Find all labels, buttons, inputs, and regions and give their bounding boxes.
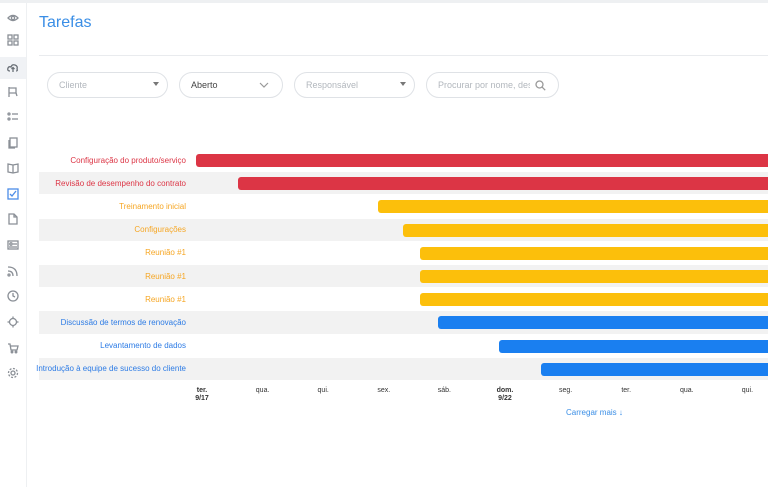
task-label[interactable]: Introdução à equipe de sucesso do client…	[36, 364, 186, 374]
gantt-row: Configuração do produto/serviço	[39, 149, 768, 173]
list-icon[interactable]	[6, 110, 20, 124]
search-placeholder: Procurar por nome, descr	[438, 80, 530, 90]
task-label[interactable]: Revisão de desempenho do contrato	[55, 178, 186, 188]
cloud-upload-icon[interactable]	[0, 57, 26, 79]
dashboard-icon[interactable]	[6, 33, 20, 47]
gantt-row: Treinamento inicial	[39, 195, 768, 219]
header-divider	[39, 55, 768, 56]
caret-down-icon	[400, 82, 406, 86]
task-label[interactable]: Configurações	[134, 225, 186, 235]
axis-tick-label: sáb.	[437, 387, 452, 394]
axis-tick-label: ter.	[621, 387, 632, 394]
axis-tick-label: seg.	[558, 387, 573, 394]
pages-icon[interactable]	[6, 136, 20, 150]
gantt-row: Configurações	[39, 218, 768, 242]
gantt-row: Levantamento de dados	[39, 335, 768, 358]
chevron-down-icon	[259, 80, 269, 90]
task-label[interactable]: Levantamento de dados	[100, 341, 186, 351]
status-filter-value: Aberto	[191, 80, 218, 90]
client-filter-select[interactable]: Cliente	[47, 72, 168, 98]
gantt-row: Reunião #1	[39, 264, 768, 289]
task-label[interactable]: Reunião #1	[145, 294, 186, 304]
target-icon[interactable]	[6, 315, 20, 329]
gantt-row: Revisão de desempenho do contrato	[39, 172, 768, 196]
gear-icon[interactable]	[6, 366, 20, 380]
caret-down-icon	[153, 82, 159, 86]
task-bar[interactable]	[541, 362, 768, 376]
top-border	[0, 0, 768, 3]
task-bar[interactable]	[377, 200, 768, 214]
task-bar[interactable]	[438, 316, 768, 330]
task-bar[interactable]	[403, 223, 768, 237]
task-bar[interactable]	[499, 339, 768, 353]
rss-icon[interactable]	[6, 264, 20, 278]
client-filter-placeholder: Cliente	[59, 80, 88, 90]
file-icon[interactable]	[6, 212, 20, 226]
task-label[interactable]: Configuração do produto/serviço	[70, 155, 186, 165]
flag-icon[interactable]	[6, 85, 20, 99]
axis-tick-label: qui.	[741, 387, 754, 394]
search-icon[interactable]	[535, 80, 546, 91]
id-card-icon[interactable]	[6, 238, 20, 252]
axis-tick-label: dom. 9/22	[496, 387, 514, 402]
task-bar[interactable]	[420, 293, 768, 307]
task-label[interactable]: Discussão de termos de renovação	[60, 317, 186, 327]
responsible-filter-placeholder: Responsável	[306, 80, 359, 90]
search-input[interactable]: Procurar por nome, descr	[426, 72, 559, 98]
page-title: Tarefas	[39, 14, 92, 31]
cart-icon[interactable]	[6, 341, 20, 355]
gantt-row: Discussão de termos de renovação	[39, 311, 768, 335]
load-more-button[interactable]: Carregar mais ↓	[566, 408, 623, 417]
axis-tick-label: qui.	[317, 387, 329, 394]
task-bar[interactable]	[238, 177, 768, 191]
task-label[interactable]: Reunião #1	[145, 271, 186, 281]
task-label[interactable]: Treinamento inicial	[119, 201, 186, 211]
task-bar[interactable]	[420, 269, 768, 283]
axis-tick-label: qua.	[679, 387, 694, 394]
status-filter-select[interactable]: Aberto	[179, 72, 283, 98]
gantt-row: Introdução à equipe de sucesso do client…	[36, 357, 768, 381]
task-label[interactable]: Reunião #1	[145, 248, 186, 258]
axis-tick-label: sex.	[377, 387, 391, 394]
task-bar[interactable]	[196, 154, 768, 167]
checkbox-icon[interactable]	[6, 187, 20, 201]
axis-tick-label: ter. 9/17	[195, 387, 209, 402]
book-icon[interactable]	[6, 161, 20, 175]
gantt-row: Reunião #1	[39, 242, 768, 265]
task-bar[interactable]	[420, 246, 768, 260]
gantt-chart: Configuração do produto/serviço Revisão d…	[36, 149, 768, 381]
responsible-filter-select[interactable]: Responsável	[294, 72, 415, 98]
axis-tick-label: qua.	[255, 387, 270, 394]
clock-icon[interactable]	[6, 289, 20, 303]
date-axis: ter. 9/17 qua. qui. sex. sáb. dom. 9/22 seg. ter.…	[39, 384, 768, 408]
gantt-row: Reunião #1	[39, 288, 768, 312]
eye-icon[interactable]	[6, 11, 20, 25]
sidebar	[0, 3, 27, 487]
